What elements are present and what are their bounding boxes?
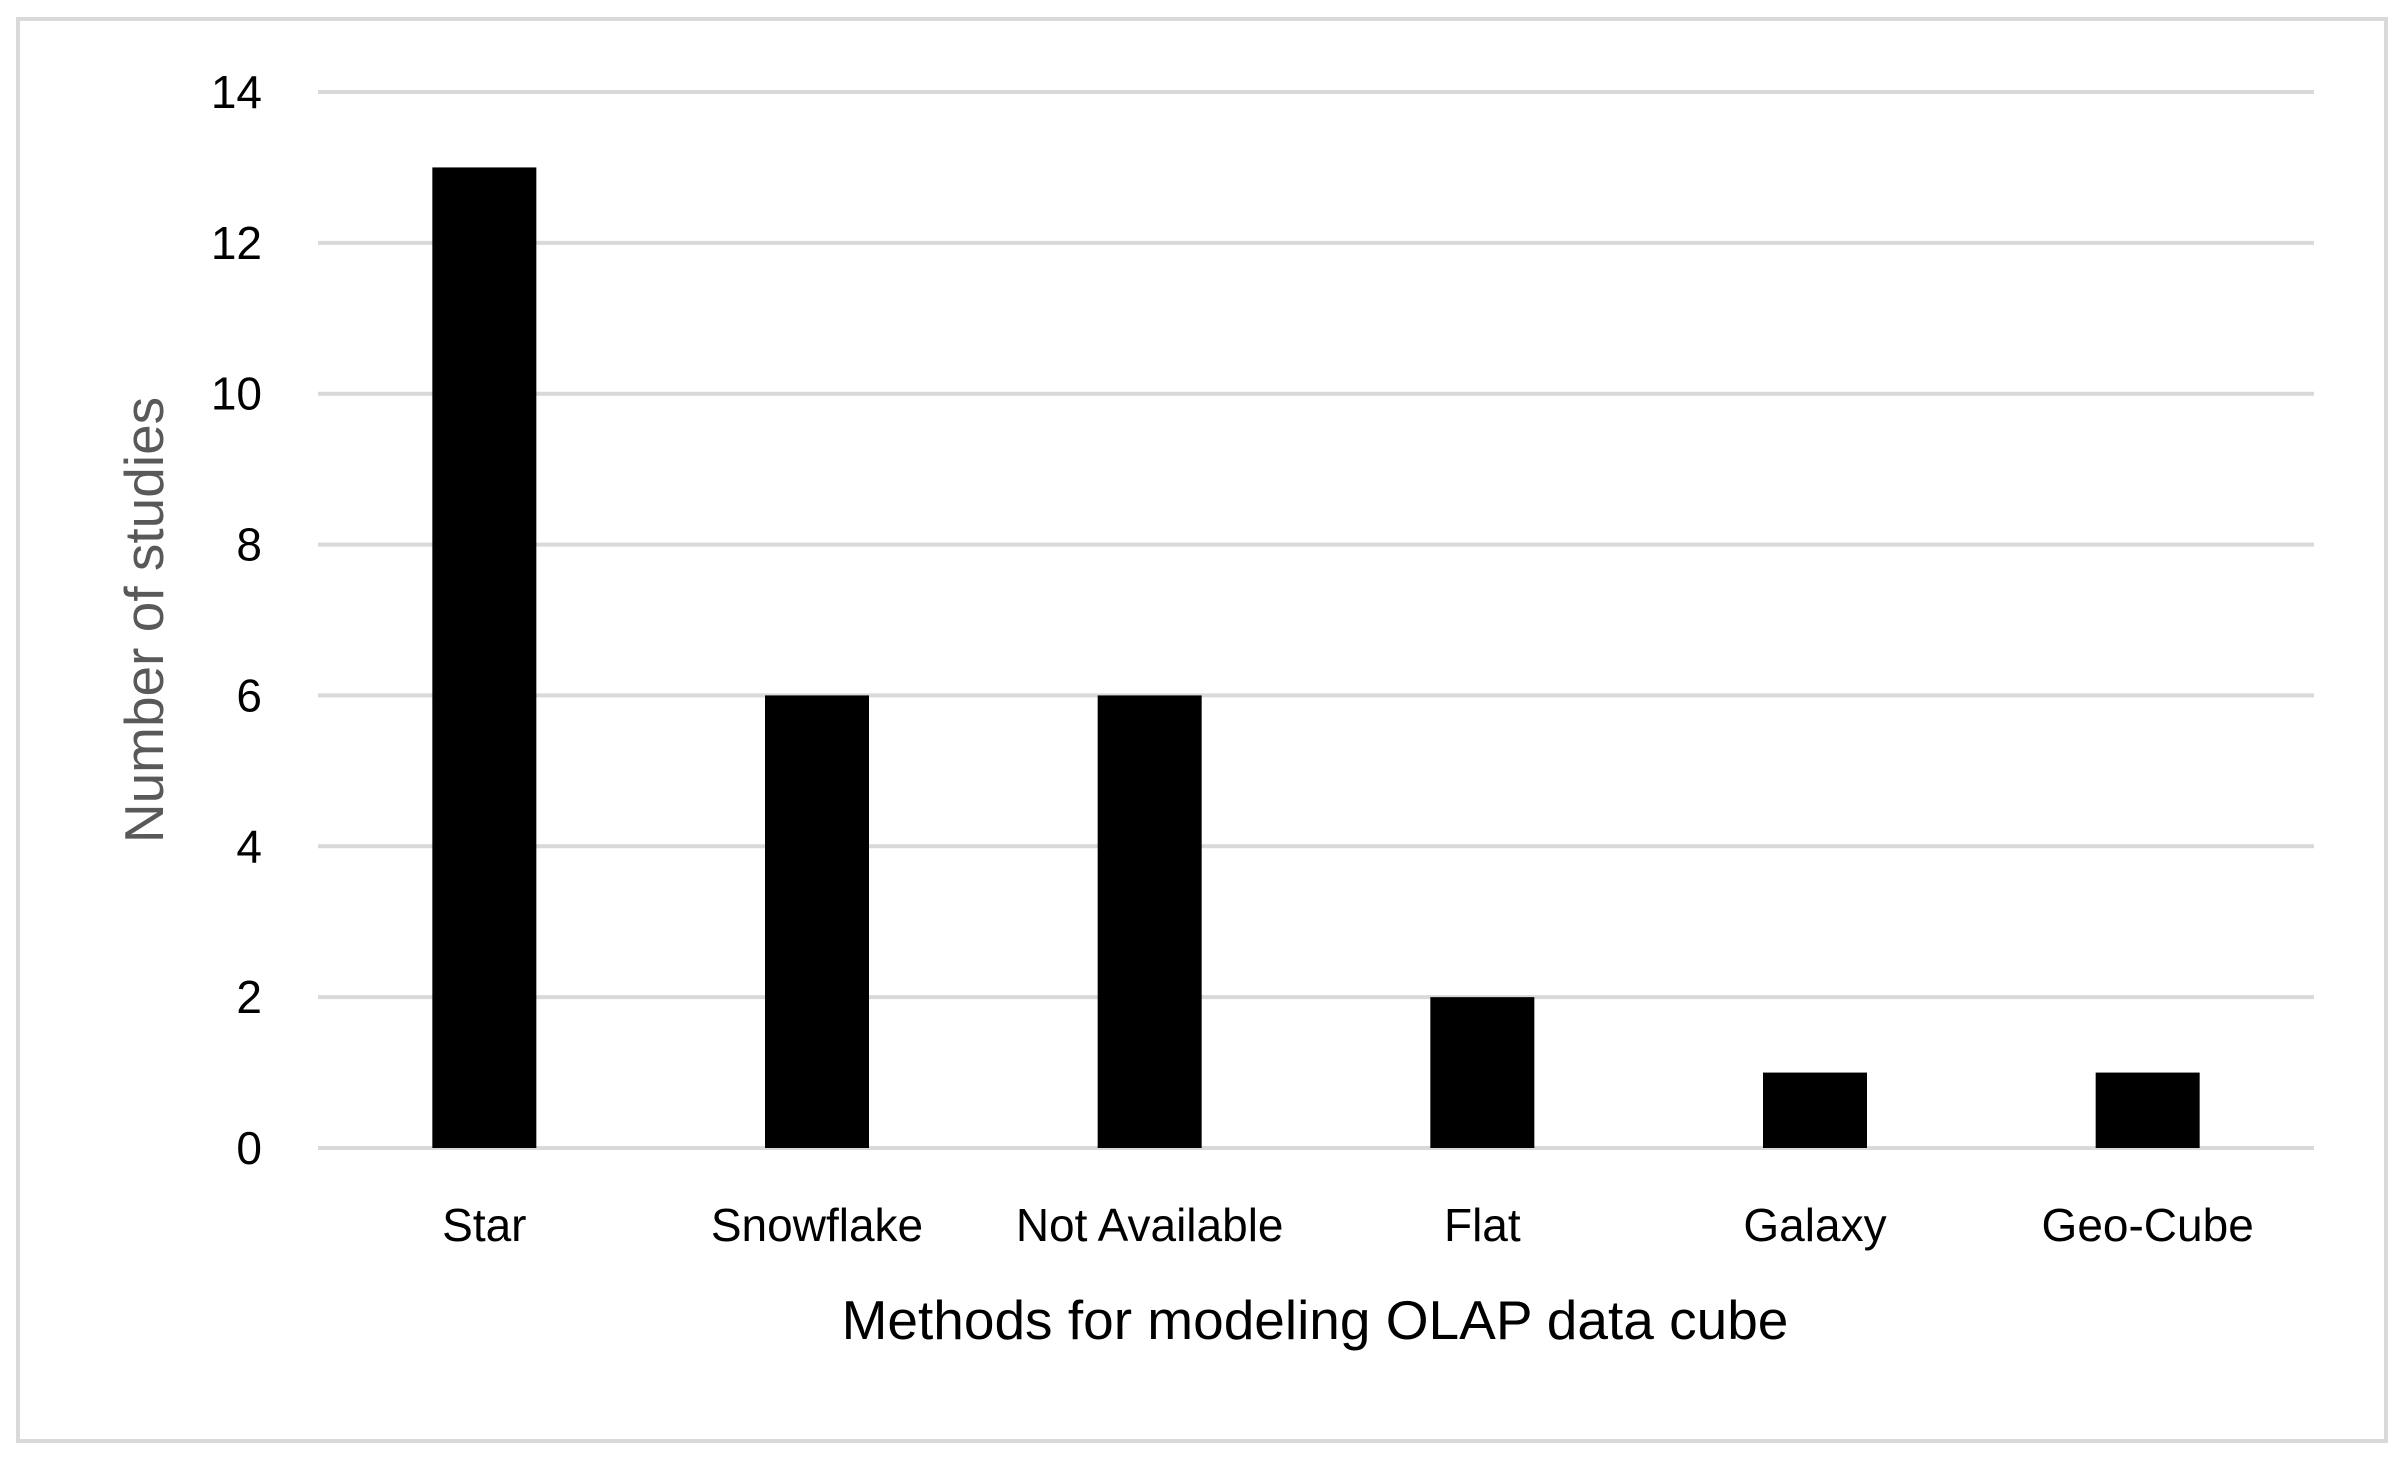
bars (432, 167, 2200, 1148)
y-tick-label: 10 (211, 368, 262, 420)
x-axis-tick-labels: Star Snowflake Not Available Flat Galaxy Geo-… (442, 1199, 2254, 1251)
y-tick-label: 8 (236, 519, 262, 571)
bar-flat (1430, 997, 1535, 1148)
bar-not-available (1097, 695, 1202, 1148)
y-tick-label: 12 (211, 217, 262, 269)
x-tick-label: Not Available (1016, 1199, 1284, 1251)
x-tick-label: Flat (1444, 1199, 1521, 1251)
x-tick-label: Geo-Cube (2042, 1199, 2254, 1251)
y-tick-label: 14 (211, 66, 262, 118)
gridlines (318, 90, 2314, 1150)
x-tick-label: Star (442, 1199, 526, 1251)
y-tick-label: 6 (236, 669, 262, 721)
y-tick-label: 4 (236, 820, 262, 872)
y-tick-label: 2 (236, 971, 262, 1023)
y-tick-label: 0 (236, 1122, 262, 1174)
x-tick-label: Galaxy (1743, 1199, 1886, 1251)
y-axis-tick-labels: 0 2 4 6 8 10 12 14 (211, 66, 262, 1174)
bar-galaxy (1763, 1072, 1867, 1148)
y-axis-title: Number of studies (113, 397, 175, 843)
bar-geo-cube (2095, 1072, 2200, 1148)
bar-star (432, 167, 537, 1148)
chart-border (16, 17, 2388, 1443)
bar-snowflake (765, 695, 869, 1148)
x-tick-label: Snowflake (711, 1199, 923, 1251)
x-axis-title: Methods for modeling OLAP data cube (842, 1289, 1789, 1351)
